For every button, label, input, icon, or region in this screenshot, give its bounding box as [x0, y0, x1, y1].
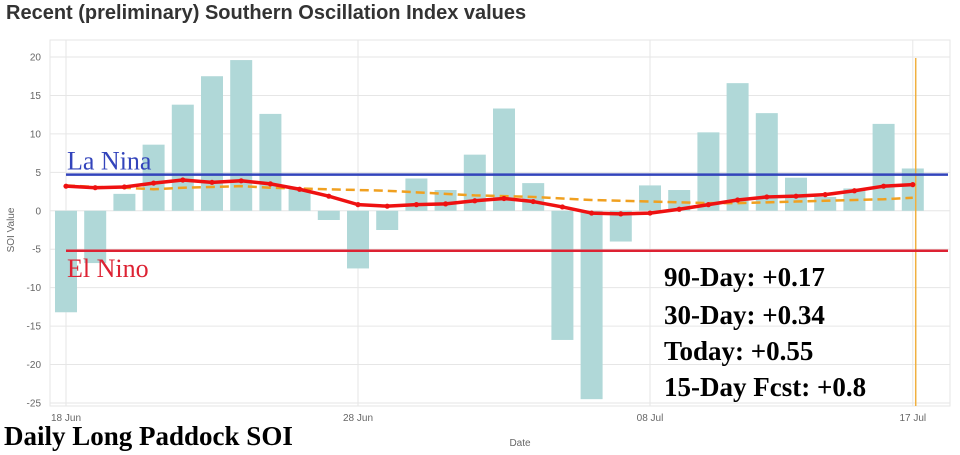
- stat-annotation: 30-Day: +0.34: [664, 300, 825, 330]
- soi-bar: [142, 144, 165, 211]
- y-tick-label: -20: [27, 360, 42, 371]
- soi-bar: [259, 113, 282, 211]
- thirty-day-point: [326, 193, 332, 199]
- x-axis-title: Date: [509, 438, 531, 449]
- y-tick-label: 0: [35, 206, 41, 217]
- soi-bar: [609, 210, 632, 242]
- annotations-layer: 90-Day: +0.17 30-Day: +0.34 Today: +0.55 15…: [664, 262, 866, 402]
- thirty-day-point: [647, 210, 653, 216]
- thirty-day-point: [910, 182, 916, 188]
- thirty-day-point: [267, 181, 273, 187]
- thirty-day-point: [735, 197, 741, 203]
- soi-bar: [113, 193, 136, 211]
- soi-bar: [201, 76, 223, 211]
- x-tick-label: 28 Jun: [343, 413, 373, 424]
- thirty-day-point: [705, 202, 712, 208]
- y-axis-title: SOI Value: [6, 207, 17, 252]
- thirty-day-point: [92, 185, 98, 191]
- x-tick-label: 17 Jul: [899, 413, 926, 424]
- soi-bar: [639, 185, 661, 211]
- thirty-day-point: [121, 184, 127, 190]
- soi-bar: [697, 132, 720, 211]
- soi-bar: [347, 210, 369, 269]
- x-tick-label: 08 Jul: [637, 413, 664, 424]
- plot-border: [49, 39, 951, 407]
- thirty-day-point: [63, 183, 69, 189]
- lines-layer: [63, 177, 916, 217]
- chart-title: Recent (preliminary) Southern Oscillatio…: [6, 2, 527, 24]
- y-tick-label: -25: [27, 399, 42, 410]
- soi-bar: [288, 188, 311, 211]
- thirty-day-point: [297, 186, 303, 192]
- y-tick-label: 10: [30, 129, 42, 140]
- soi-bar: [376, 210, 399, 230]
- thirty-day-point: [501, 195, 507, 202]
- soi-bar: [551, 210, 574, 340]
- soi-bar: [755, 113, 778, 211]
- soi-bar: [230, 60, 253, 211]
- grid-layer: [49, 39, 951, 407]
- y-tick-label: 15: [30, 91, 42, 102]
- thirty-day-point: [793, 193, 799, 199]
- thirty-day-point: [472, 198, 478, 204]
- y-tick-label: 5: [35, 168, 41, 179]
- thirty-day-point: [443, 201, 449, 207]
- y-tick-label: 20: [30, 53, 42, 64]
- thirty-day-point: [209, 179, 215, 185]
- soi-bar: [668, 190, 691, 211]
- soi-bar: [405, 178, 428, 211]
- thirty-day-point: [822, 192, 828, 198]
- x-tick-label: 18 Jun: [51, 413, 81, 424]
- soi-bar: [872, 123, 895, 211]
- y-tick-label: -5: [32, 245, 41, 256]
- stat-annotation: 90-Day: +0.17: [664, 262, 825, 292]
- soi-bar: [55, 210, 77, 313]
- thirty-day-line: [65, 178, 913, 216]
- thirty-day-point: [618, 211, 624, 217]
- el-nino-label: El Nino: [67, 254, 149, 283]
- thirty-day-point: [881, 183, 887, 189]
- la-nina-label: La Nina: [67, 147, 152, 176]
- thirty-day-point: [764, 194, 770, 200]
- y-tick-label: -10: [27, 283, 42, 294]
- thirty-day-point: [355, 202, 361, 208]
- soi-bar: [726, 83, 749, 211]
- stat-annotation: Today: +0.55: [664, 336, 813, 366]
- soi-bar: [317, 210, 340, 221]
- ninety-day-line: [65, 184, 913, 205]
- reference-lines-layer: La Nina El Nino: [66, 58, 948, 406]
- thirty-day-point: [180, 177, 186, 183]
- thirty-day-point: [851, 188, 858, 194]
- thirty-day-point: [559, 204, 566, 210]
- soi-bar: [901, 168, 924, 211]
- soi-bar: [493, 108, 515, 211]
- thirty-day-point: [530, 198, 536, 205]
- thirty-day-point: [589, 210, 595, 216]
- thirty-day-point: [413, 202, 419, 208]
- soi-bar: [580, 210, 603, 400]
- soi-bar: [814, 196, 837, 211]
- thirty-day-point: [238, 178, 244, 184]
- thirty-day-point: [676, 206, 682, 212]
- footer-caption: Daily Long Paddock SOI: [4, 421, 293, 451]
- stat-annotation: 15-Day Fcst: +0.8: [664, 372, 866, 402]
- thirty-day-point: [384, 203, 390, 209]
- labels-layer: -25 -20 -15 -10 -5 0 5 10 15 20 18 Jun 28 Jun 08 Jul…: [6, 53, 926, 450]
- soi-bar: [171, 104, 194, 211]
- y-tick-label: -15: [27, 322, 42, 333]
- thirty-day-point: [151, 180, 157, 186]
